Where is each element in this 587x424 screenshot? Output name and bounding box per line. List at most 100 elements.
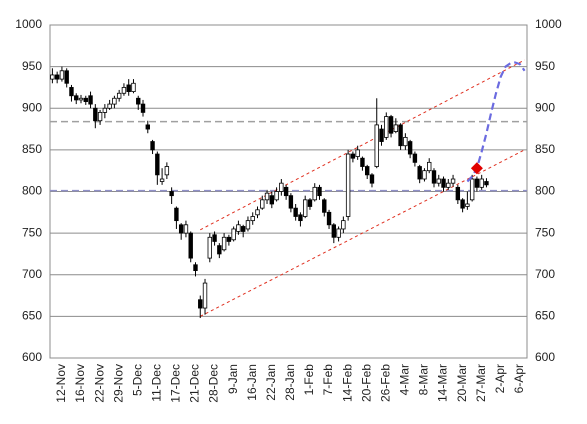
x-tick-label: 20-Mar — [455, 364, 469, 402]
candle-body — [341, 220, 346, 230]
candle-body — [388, 116, 394, 134]
candle-body — [198, 299, 203, 309]
candle-body — [283, 186, 289, 197]
plot-frame — [49, 24, 528, 359]
candle-body — [207, 236, 212, 259]
x-tick-label: 12-Nov — [54, 364, 68, 403]
candle-body — [69, 87, 74, 97]
x-tick-label: 28-Jan — [283, 364, 297, 401]
candle-body — [221, 236, 227, 251]
x-tick-label: 14-Mar — [436, 364, 450, 402]
y-tick-label: 900 — [22, 100, 42, 114]
candle-body — [136, 97, 141, 105]
candle-body — [50, 74, 55, 80]
candle-body — [88, 95, 93, 105]
candle-body — [417, 166, 422, 180]
candle-body — [455, 186, 461, 201]
candle-body — [302, 199, 308, 217]
x-tick-label: 16-Jan — [245, 364, 259, 401]
y2-tick-label: 900 — [535, 100, 555, 114]
candle-body — [212, 234, 217, 242]
candle-body — [365, 166, 370, 176]
candle-body — [78, 97, 84, 101]
x-tick-label: 5-Dec — [130, 364, 144, 396]
candle-body — [193, 264, 198, 271]
candle-body — [183, 224, 189, 234]
candle-body — [116, 92, 122, 99]
y2-tick-label: 700 — [535, 267, 555, 281]
channel-line — [200, 149, 525, 317]
x-tick-label: 20-Feb — [359, 364, 373, 402]
candle-body — [274, 191, 279, 201]
y-tick-label: 950 — [22, 59, 42, 73]
channel-line — [200, 59, 525, 231]
candle-body — [317, 186, 322, 197]
x-tick-label: 28-Dec — [207, 364, 221, 403]
y2-tick-label: 1000 — [535, 17, 562, 31]
candle-body — [217, 245, 222, 255]
candle-body — [54, 74, 60, 80]
candle-body — [441, 178, 446, 188]
candle-body — [121, 87, 127, 94]
x-tick-label: 14-Feb — [340, 364, 354, 402]
candle-body — [422, 170, 427, 180]
candle-body — [202, 282, 208, 309]
candle-body — [374, 124, 379, 167]
x-tick-label: 9-Jan — [226, 364, 240, 394]
candle-body — [465, 203, 470, 207]
y-tick-label: 750 — [22, 225, 42, 239]
y-tick-label: 800 — [22, 184, 42, 198]
candle-body — [240, 226, 246, 232]
candle-body — [64, 70, 69, 84]
candle-body — [188, 232, 193, 259]
y2-tick-label: 800 — [535, 184, 555, 198]
candle-body — [131, 82, 136, 93]
candle-body — [159, 178, 165, 182]
candle-body — [279, 182, 284, 192]
candle-body — [384, 116, 389, 138]
y-tick-label: 600 — [22, 350, 42, 364]
candle-body — [107, 103, 112, 109]
candle-body — [174, 207, 179, 222]
candle-body — [369, 174, 375, 184]
y2-tick-label: 950 — [535, 59, 555, 73]
x-tick-label: 27-Mar — [474, 364, 488, 402]
candle-body — [59, 70, 65, 80]
x-tick-label: 2-Apr — [493, 364, 507, 393]
y-tick-label: 850 — [22, 142, 42, 156]
y-tick-label: 650 — [22, 309, 42, 323]
candle-body — [93, 107, 98, 122]
x-tick-label: 21-Dec — [188, 364, 202, 403]
x-tick-label: 11-Dec — [149, 364, 163, 402]
candle-body — [293, 207, 298, 217]
x-tick-label: 1-Feb — [302, 364, 316, 396]
candle-body — [112, 97, 117, 105]
y2-tick-label: 850 — [535, 142, 555, 156]
candle-body — [484, 181, 489, 186]
candle-body — [436, 178, 441, 184]
candle-body — [446, 182, 451, 188]
candle-body — [74, 95, 79, 101]
candle-body — [450, 178, 456, 184]
x-tick-label: 22-Nov — [92, 364, 106, 403]
x-tick-label: 6-Apr — [512, 364, 526, 393]
candle-body — [431, 170, 437, 184]
candle-body — [379, 128, 384, 142]
candle-body — [407, 141, 413, 155]
y-tick-label: 1000 — [15, 17, 42, 31]
candle-body — [97, 112, 103, 122]
candle-body — [83, 97, 88, 102]
candle-body — [155, 153, 160, 176]
x-tick-label: 4-Mar — [398, 364, 412, 395]
candle-body — [331, 224, 337, 238]
candle-body — [269, 195, 275, 205]
candle-body — [427, 161, 432, 172]
candle-body — [479, 178, 484, 188]
y2-tick-label: 750 — [535, 225, 555, 239]
candle-body — [398, 124, 403, 147]
candle-body — [360, 157, 365, 167]
candle-body — [264, 192, 270, 201]
candle-body — [312, 186, 317, 201]
